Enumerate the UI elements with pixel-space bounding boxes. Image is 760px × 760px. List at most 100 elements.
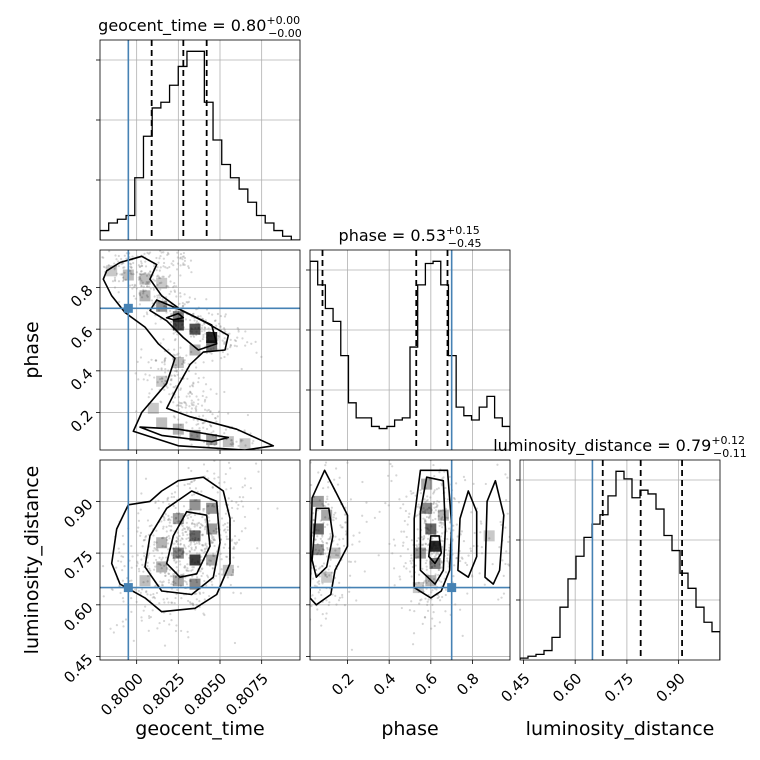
sample-point <box>175 511 178 515</box>
sample-point <box>435 506 438 509</box>
sample-point <box>325 612 328 615</box>
sample-point <box>405 495 408 498</box>
sample-point <box>312 512 315 515</box>
sample-point <box>181 406 184 409</box>
sample-point <box>201 338 204 341</box>
sample-point <box>339 524 342 527</box>
sample-point <box>400 606 403 610</box>
sample-point <box>160 567 163 570</box>
sample-point <box>235 440 238 443</box>
sample-point <box>440 566 443 569</box>
sample-point <box>129 265 132 268</box>
sample-point <box>185 581 188 584</box>
sample-point <box>146 251 149 254</box>
sample-point <box>192 603 195 606</box>
sample-point <box>186 301 189 304</box>
sample-point <box>159 378 162 381</box>
sample-point <box>177 546 180 549</box>
sample-point <box>171 357 175 360</box>
sample-point <box>178 401 181 404</box>
sample-point <box>480 546 483 549</box>
sample-point <box>165 375 168 378</box>
sample-point <box>436 551 439 554</box>
sample-point <box>436 596 439 600</box>
sample-point <box>438 521 441 524</box>
sample-point <box>174 330 177 334</box>
sample-point <box>195 405 198 408</box>
sample-point <box>472 482 475 486</box>
sample-point <box>434 517 437 521</box>
sample-point <box>408 512 411 515</box>
sample-point <box>346 461 349 464</box>
sample-point <box>185 521 188 524</box>
sample-point <box>146 580 149 583</box>
sample-point <box>392 567 396 570</box>
sample-point <box>230 439 233 442</box>
sample-point <box>135 271 139 274</box>
sample-point <box>322 504 325 507</box>
sample-point <box>167 514 170 517</box>
sample-point <box>132 639 135 642</box>
sample-point <box>413 609 416 613</box>
sample-point <box>427 543 430 547</box>
sample-point <box>137 378 140 381</box>
sample-point <box>169 612 172 616</box>
sample-point <box>145 590 148 593</box>
sample-point <box>175 370 178 373</box>
sample-point <box>192 603 195 607</box>
sample-point <box>435 488 438 491</box>
sample-point <box>187 392 190 395</box>
density-cell <box>189 499 201 511</box>
sample-point <box>193 319 196 322</box>
sample-point <box>121 262 124 265</box>
sample-point <box>74 266 76 268</box>
sample-point <box>395 474 398 477</box>
sample-point <box>440 560 443 563</box>
sample-point <box>118 584 121 587</box>
sample-point <box>161 556 164 559</box>
sample-point <box>185 354 188 357</box>
sample-point <box>308 488 310 490</box>
sample-point <box>207 516 210 519</box>
sample-point <box>433 555 436 558</box>
sample-point <box>175 369 178 373</box>
sample-point <box>168 393 171 396</box>
sample-point <box>457 501 461 504</box>
sample-point <box>132 285 136 289</box>
sample-point <box>155 256 158 260</box>
sample-point <box>159 342 162 345</box>
sample-point <box>155 541 158 544</box>
sample-point <box>225 537 229 541</box>
sample-point <box>153 541 156 544</box>
sample-point <box>204 521 207 524</box>
sample-point <box>161 377 164 380</box>
sample-point <box>390 454 392 456</box>
sample-point <box>153 554 156 558</box>
sample-point <box>306 535 308 537</box>
sample-point <box>163 357 167 361</box>
sample-point <box>145 591 148 594</box>
sample-point <box>113 268 116 271</box>
sample-point <box>320 624 323 627</box>
sample-point <box>156 627 159 630</box>
sample-point <box>398 498 401 501</box>
sample-point <box>448 475 451 478</box>
sample-point <box>139 277 142 280</box>
sample-point <box>192 381 195 384</box>
sample-point <box>174 363 177 367</box>
sample-point <box>129 263 133 266</box>
sample-point <box>122 266 125 269</box>
injection-marker <box>447 583 457 593</box>
sample-point <box>158 282 161 285</box>
sample-point <box>217 322 221 325</box>
title-main: phase = 0.53 <box>339 226 446 245</box>
sample-point <box>430 509 433 512</box>
sample-point <box>195 408 198 411</box>
sample-point <box>115 623 119 627</box>
sample-point <box>185 530 188 533</box>
sample-point <box>316 535 319 538</box>
sample-point <box>140 262 143 265</box>
sample-point <box>207 445 210 448</box>
sample-point <box>505 550 508 553</box>
sample-point <box>111 588 114 591</box>
